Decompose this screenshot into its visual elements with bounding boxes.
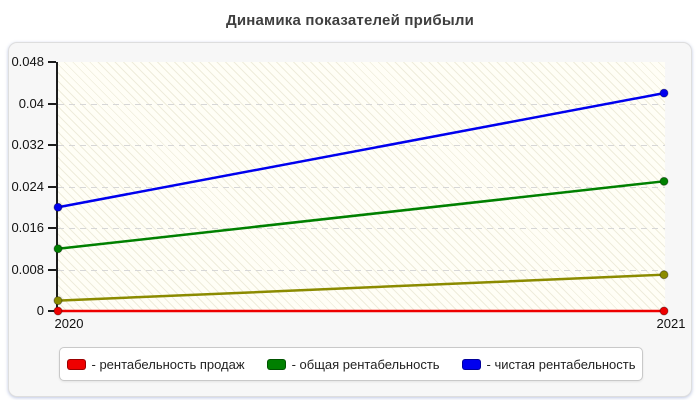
chart-panel: 0 0.008 0.016 0.024 0.032 0.04 0.048 2020 2021 … [8, 42, 692, 397]
legend: - рентабельность продаж - общая рентабель… [59, 347, 643, 381]
data-point-marker [53, 306, 63, 316]
legend-swatch [461, 358, 481, 370]
y-tick-label: 0.04 [18, 95, 44, 111]
legend-item: - общая рентабельность [266, 356, 440, 372]
data-point-marker [53, 296, 63, 306]
y-tick-label: 0.008 [11, 261, 44, 277]
legend-swatch [66, 358, 86, 370]
legend-label: - рентабельность продаж [91, 356, 245, 372]
gridline [58, 269, 665, 271]
legend-swatch [266, 358, 286, 370]
data-point-marker [53, 244, 63, 254]
series-line [56, 180, 666, 250]
gridline [58, 186, 665, 188]
series-lines [53, 88, 669, 316]
gridline [58, 103, 665, 105]
y-tick-label: 0.016 [11, 220, 44, 235]
gridline [58, 145, 665, 146]
legend-label: - общая рентабельность [291, 356, 440, 372]
legend-item: - чистая рентабельность [461, 356, 636, 372]
data-point-marker [659, 176, 669, 186]
y-tick-label: 0.032 [11, 137, 44, 152]
chart-title: Динамика показателей прибыли [225, 12, 475, 29]
y-axis-tick [48, 227, 56, 229]
y-tick-label: 0.024 [11, 178, 44, 194]
data-point-marker [53, 202, 63, 212]
y-axis-tick [48, 144, 56, 146]
data-point-marker [659, 88, 669, 98]
plot-area: 0 0.008 0.016 0.024 0.032 0.04 0.048 2020 2021 [11, 54, 685, 331]
y-tick-label: 0.048 [11, 54, 44, 69]
y-axis-line [56, 62, 58, 313]
legend-item: - рентабельность продаж [66, 356, 245, 372]
x-tick-label: 2020 [54, 316, 84, 331]
y-axis-tick [48, 61, 56, 63]
series-line [56, 91, 666, 209]
data-point-marker [659, 270, 669, 280]
y-axis-tick [48, 310, 56, 312]
y-tick-label: 0 [36, 303, 44, 318]
series-line [56, 273, 666, 302]
y-axis-tick [48, 185, 56, 188]
y-axis-tick [48, 102, 56, 105]
x-tick-label: 2021 [656, 316, 686, 331]
data-point-marker [659, 306, 669, 316]
y-axis-tick [48, 268, 56, 271]
gridline [58, 228, 665, 229]
legend-label: - чистая рентабельность [486, 356, 636, 372]
